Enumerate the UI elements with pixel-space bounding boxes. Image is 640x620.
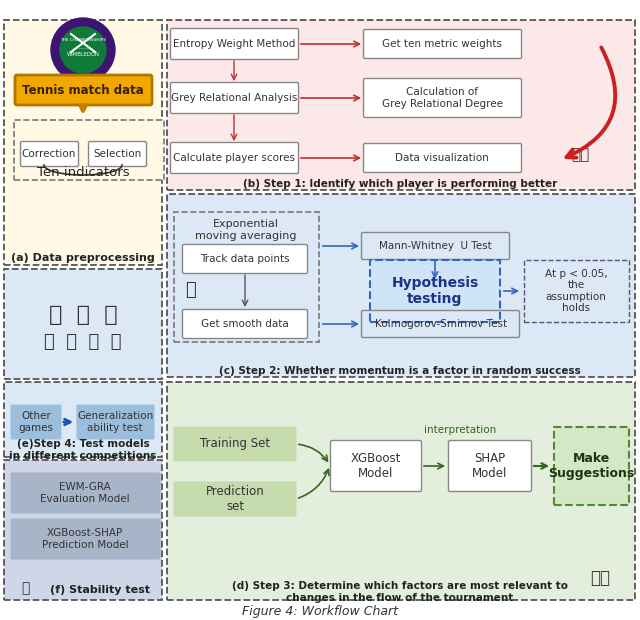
FancyBboxPatch shape bbox=[182, 244, 307, 273]
Bar bbox=[174, 212, 319, 342]
FancyBboxPatch shape bbox=[173, 427, 296, 461]
FancyBboxPatch shape bbox=[364, 30, 522, 58]
Text: Grey Relational Analysis: Grey Relational Analysis bbox=[171, 93, 297, 103]
FancyArrowPatch shape bbox=[566, 48, 615, 157]
Text: Get smooth data: Get smooth data bbox=[201, 319, 289, 329]
Bar bbox=[167, 194, 635, 377]
Text: Kolmogorov-Smirnov Test: Kolmogorov-Smirnov Test bbox=[375, 319, 507, 329]
Text: 🎾: 🎾 bbox=[184, 281, 195, 299]
Bar bbox=[524, 260, 629, 322]
Bar bbox=[167, 20, 635, 190]
FancyBboxPatch shape bbox=[364, 79, 522, 118]
Bar bbox=[167, 20, 635, 190]
Text: Calculate player scores: Calculate player scores bbox=[173, 153, 295, 163]
Text: Ten indicators: Ten indicators bbox=[36, 167, 129, 180]
Text: Mann-Whitney  U Test: Mann-Whitney U Test bbox=[379, 241, 492, 251]
Bar bbox=[4, 460, 162, 600]
FancyBboxPatch shape bbox=[88, 141, 147, 167]
Text: Entropy Weight Method: Entropy Weight Method bbox=[173, 39, 295, 49]
FancyBboxPatch shape bbox=[182, 309, 307, 339]
Text: Data visualization: Data visualization bbox=[395, 153, 489, 163]
Text: (c) Step 2: Whether momentum is a factor in random success: (c) Step 2: Whether momentum is a factor… bbox=[219, 366, 581, 376]
Text: 🎾🏸: 🎾🏸 bbox=[590, 569, 610, 587]
Text: Prediction
set: Prediction set bbox=[205, 485, 264, 513]
FancyBboxPatch shape bbox=[77, 404, 154, 440]
Text: Hypothesis
testing: Hypothesis testing bbox=[392, 276, 479, 306]
Text: THE CHAMPIONSHIPS: THE CHAMPIONSHIPS bbox=[60, 38, 106, 42]
Text: Figure 4: Workflow Chart: Figure 4: Workflow Chart bbox=[242, 606, 398, 619]
Text: Make
Suggestions: Make Suggestions bbox=[548, 452, 634, 480]
Bar bbox=[167, 194, 635, 377]
Text: (e)Step 4: Test models
in different competitions: (e)Step 4: Test models in different comp… bbox=[10, 439, 157, 461]
Bar bbox=[174, 212, 319, 342]
Text: EWM-GRA
Evaluation Model: EWM-GRA Evaluation Model bbox=[40, 482, 130, 504]
FancyBboxPatch shape bbox=[10, 404, 61, 440]
Bar bbox=[167, 382, 635, 600]
Text: 🧩: 🧩 bbox=[21, 581, 29, 595]
Bar bbox=[524, 260, 629, 322]
Bar bbox=[14, 120, 164, 180]
Bar bbox=[167, 382, 635, 600]
FancyBboxPatch shape bbox=[173, 482, 296, 516]
Text: (b) Step 1: Identify which player is performing better: (b) Step 1: Identify which player is per… bbox=[243, 179, 557, 189]
Text: At p < 0.05,
the
assumption
holds: At p < 0.05, the assumption holds bbox=[545, 268, 607, 313]
Text: (f) Stability test: (f) Stability test bbox=[50, 585, 150, 595]
Text: Track data points: Track data points bbox=[200, 254, 290, 264]
Text: XGBoost
Model: XGBoost Model bbox=[351, 452, 401, 480]
Bar bbox=[4, 382, 162, 457]
Bar bbox=[370, 260, 500, 322]
Text: Calculation of
Grey Relational Degree: Calculation of Grey Relational Degree bbox=[381, 87, 502, 108]
Text: —————: ————— bbox=[73, 46, 93, 50]
Text: (a) Data preprocessing: (a) Data preprocessing bbox=[11, 253, 155, 263]
FancyBboxPatch shape bbox=[362, 232, 509, 260]
Text: XGBoost-SHAP
Prediction Model: XGBoost-SHAP Prediction Model bbox=[42, 528, 128, 550]
Bar bbox=[554, 427, 629, 505]
Text: (d) Step 3: Determine which factors are most relevant to
changes in the flow of : (d) Step 3: Determine which factors are … bbox=[232, 581, 568, 603]
Text: Selection: Selection bbox=[93, 149, 141, 159]
Bar bbox=[4, 20, 162, 265]
Text: Correction: Correction bbox=[22, 149, 76, 159]
Bar bbox=[4, 269, 162, 379]
Text: Training Set: Training Set bbox=[200, 438, 270, 451]
Bar bbox=[14, 120, 164, 180]
Text: Get ten metric weights: Get ten metric weights bbox=[382, 39, 502, 49]
FancyBboxPatch shape bbox=[15, 75, 152, 105]
Bar bbox=[4, 460, 162, 600]
Text: WIMBLEDON: WIMBLEDON bbox=[67, 53, 99, 58]
FancyBboxPatch shape bbox=[330, 440, 422, 492]
Text: Other
games: Other games bbox=[19, 411, 54, 433]
Circle shape bbox=[60, 27, 106, 73]
FancyBboxPatch shape bbox=[362, 311, 520, 337]
Bar bbox=[370, 260, 500, 322]
FancyBboxPatch shape bbox=[10, 472, 161, 513]
Bar bbox=[4, 20, 162, 265]
Text: 🏆  🎾  🎱: 🏆 🎾 🎱 bbox=[49, 305, 117, 325]
FancyBboxPatch shape bbox=[20, 141, 79, 167]
FancyBboxPatch shape bbox=[10, 518, 161, 559]
Text: Tennis match data: Tennis match data bbox=[22, 84, 144, 97]
FancyBboxPatch shape bbox=[364, 143, 522, 172]
FancyBboxPatch shape bbox=[170, 29, 298, 60]
Text: SHAP
Model: SHAP Model bbox=[472, 452, 508, 480]
FancyBboxPatch shape bbox=[170, 82, 298, 113]
Text: interpretation: interpretation bbox=[424, 425, 496, 435]
Bar bbox=[4, 269, 162, 379]
Circle shape bbox=[51, 18, 115, 82]
FancyBboxPatch shape bbox=[449, 440, 531, 492]
Text: Generalization
ability test: Generalization ability test bbox=[77, 411, 153, 433]
FancyBboxPatch shape bbox=[170, 143, 298, 174]
Text: Exponential
moving averaging: Exponential moving averaging bbox=[195, 219, 297, 241]
Text: ⚽  🏉  🎳  🏸: ⚽ 🏉 🎳 🏸 bbox=[44, 333, 122, 351]
Text: 🔦🎾: 🔦🎾 bbox=[571, 148, 589, 162]
Bar bbox=[4, 382, 162, 457]
Bar bbox=[554, 427, 629, 505]
